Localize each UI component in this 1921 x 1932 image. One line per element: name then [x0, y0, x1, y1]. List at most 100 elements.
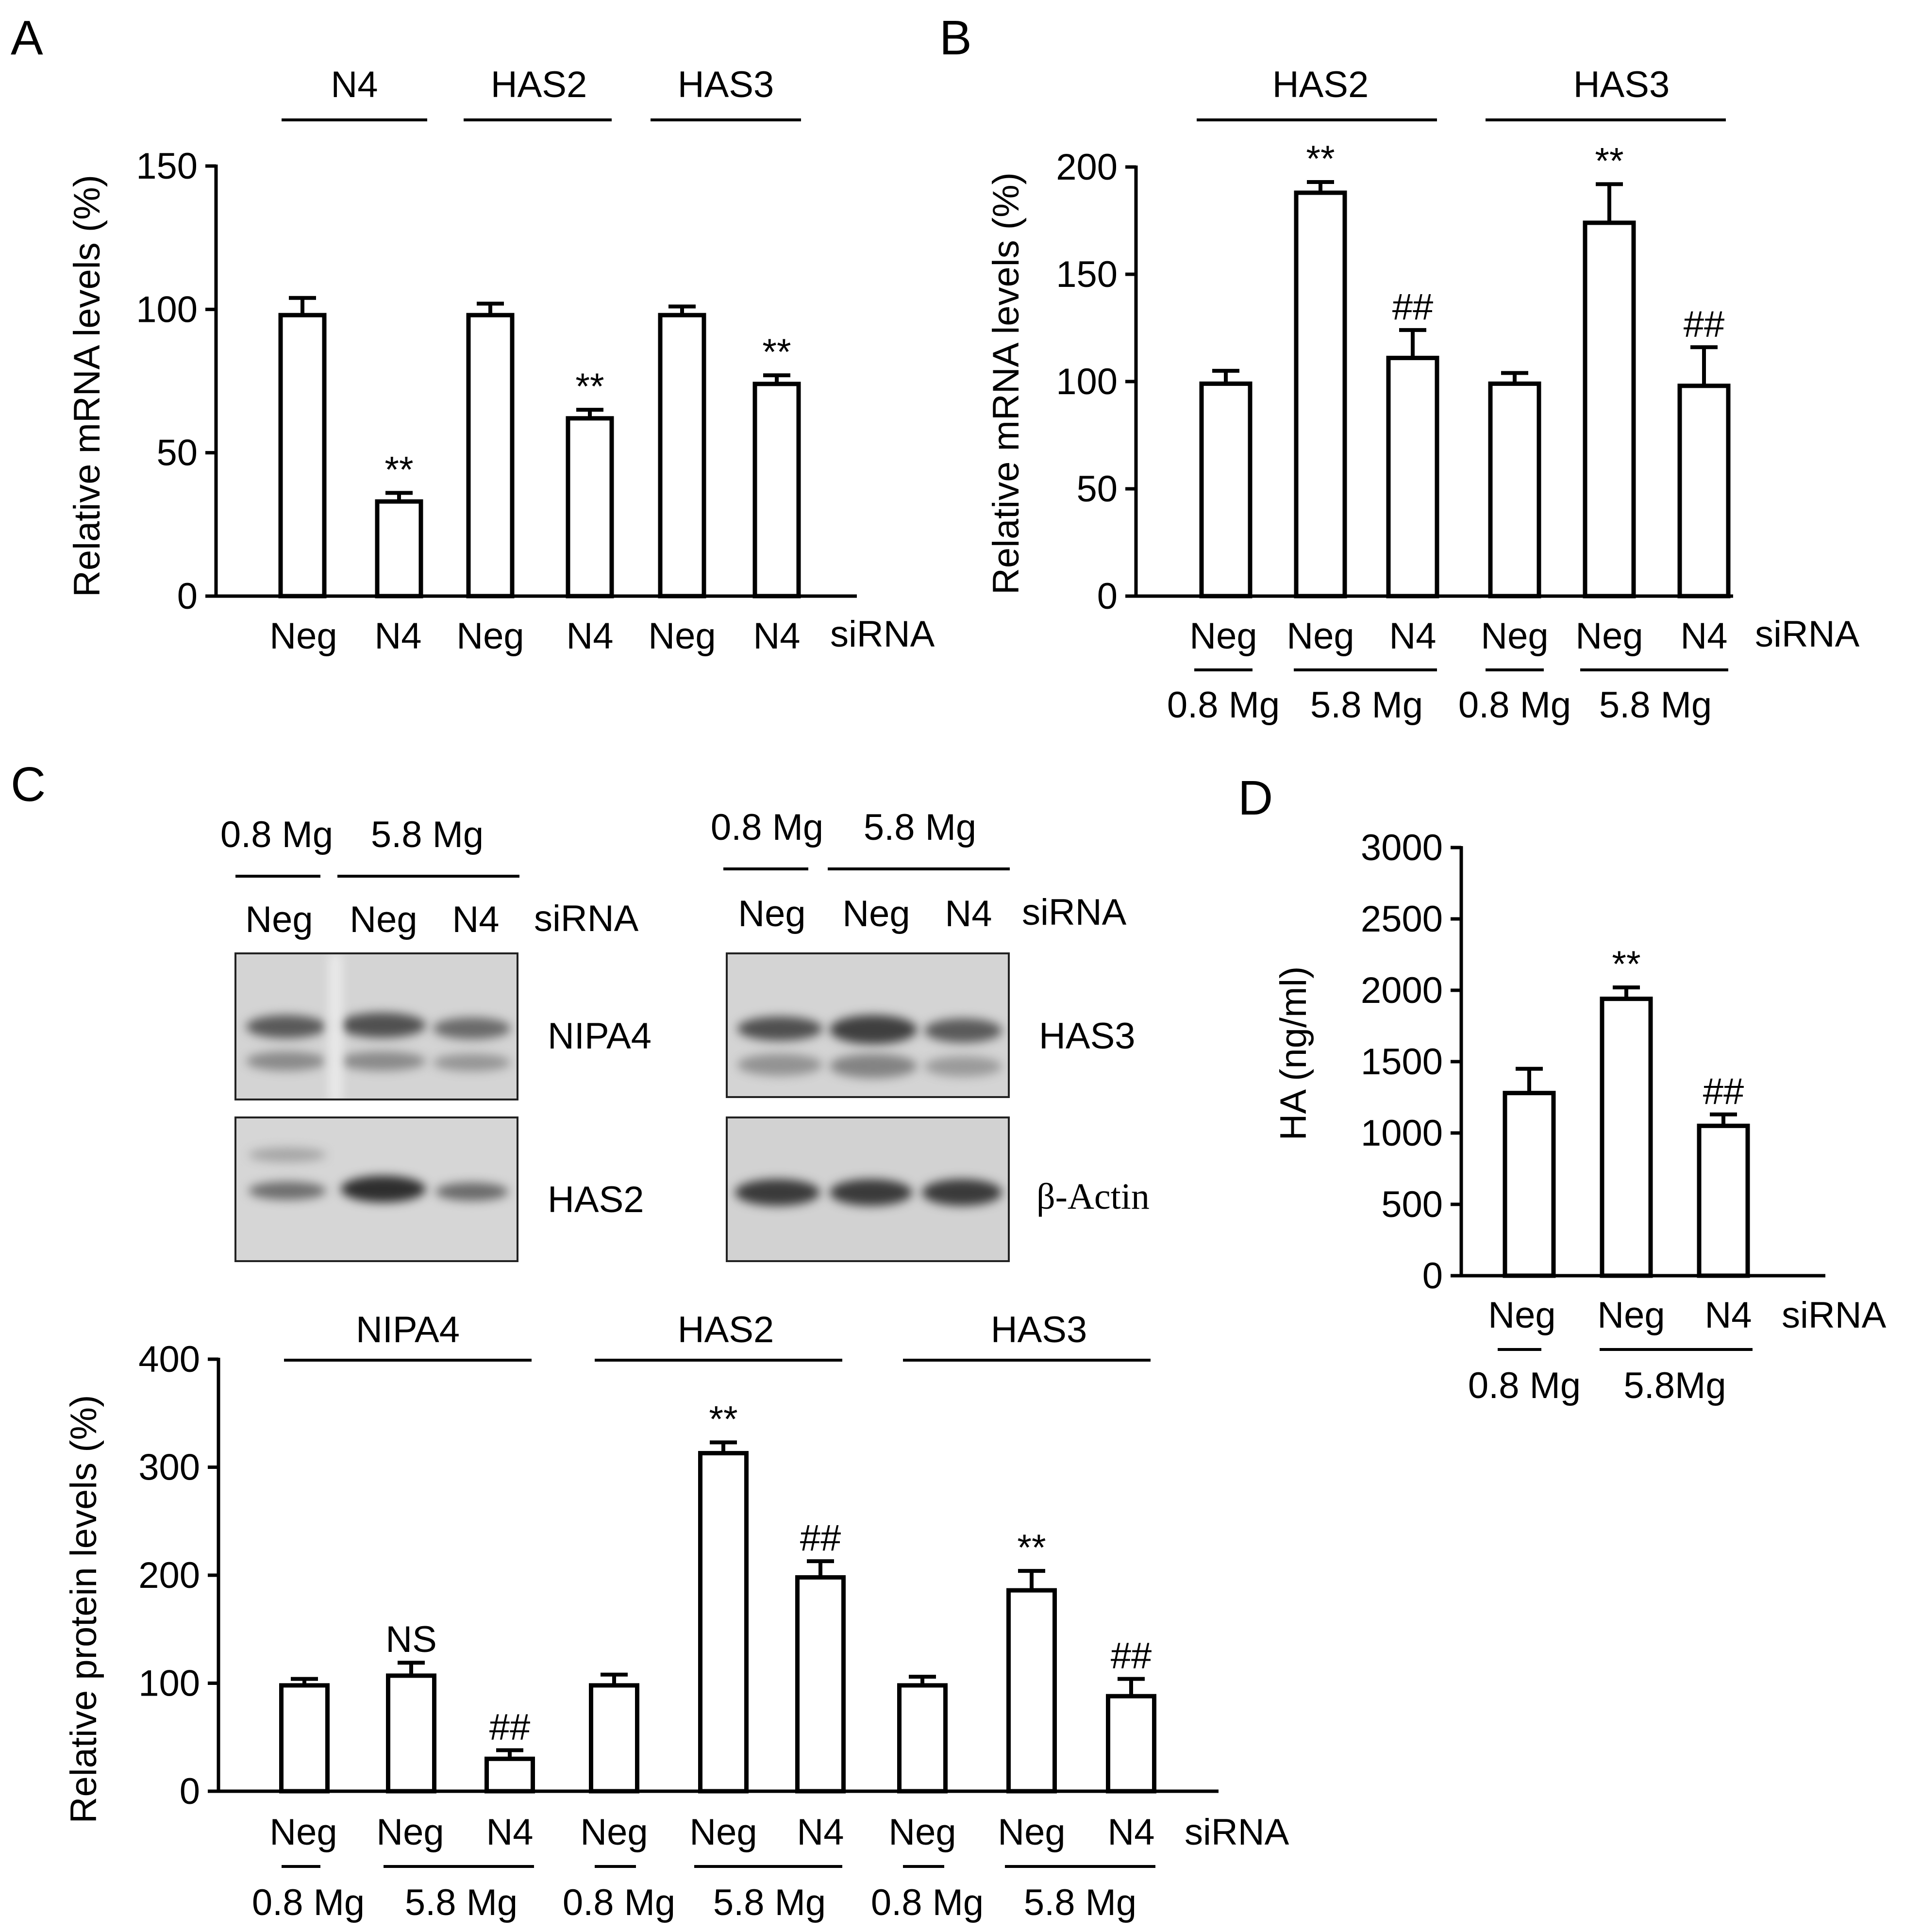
bar [386, 1673, 436, 1794]
chart-a: 0 50 100 150 ** ** ** [136, 146, 857, 617]
blot-band [735, 1179, 820, 1206]
y-tick-label: 2000 [1361, 970, 1443, 1011]
panel-c: C 0.8 Mg 5.8 Mg Neg Neg N4 siRNA NIPA4 H… [11, 757, 1289, 1923]
group-label: HAS2 [491, 64, 587, 105]
blot-label: HAS2 [548, 1179, 644, 1220]
mg-label: 5.8 Mg [713, 1882, 826, 1923]
significance-label: ## [1111, 1635, 1152, 1677]
sirna-label: N4 [566, 616, 613, 657]
sirna-label: Neg [998, 1812, 1065, 1853]
blot-band [246, 1051, 326, 1071]
bar [897, 1683, 948, 1794]
group-label: HAS3 [678, 64, 774, 105]
sirna-label: Neg [269, 1812, 337, 1853]
bar [1697, 1123, 1750, 1278]
significance-label: ## [1392, 286, 1434, 328]
significance-label: ** [575, 366, 604, 407]
bar [589, 1683, 639, 1794]
group-label: NIPA4 [356, 1309, 460, 1350]
blot-band [246, 1015, 326, 1038]
y-axis-label: HA (ng/ml) [1273, 966, 1314, 1141]
mg-label: 0.8 Mg [252, 1882, 365, 1923]
lane-label: Neg [738, 893, 805, 934]
sirna-row-label: siRNA [1185, 1812, 1289, 1853]
significance-label: ** [1017, 1527, 1046, 1568]
blot-band [329, 954, 342, 1099]
sirna-label: Neg [1189, 616, 1257, 657]
bar [1503, 1091, 1556, 1278]
y-tick-label: 100 [1056, 361, 1118, 402]
mg-label: 0.8 Mg [220, 814, 333, 855]
mg-label: 0.8 Mg [1167, 684, 1280, 726]
panel-letter: B [939, 11, 972, 65]
sirna-label: N4 [1107, 1812, 1154, 1853]
y-tick-label: 300 [138, 1447, 200, 1488]
bar [1600, 997, 1653, 1278]
bar [1106, 1694, 1156, 1794]
y-tick-label: 50 [156, 433, 198, 474]
mg-label: 5.8 Mg [1310, 684, 1423, 726]
bar [1294, 190, 1347, 599]
significance-label: ## [800, 1517, 841, 1559]
mg-label: 5.8 Mg [371, 814, 484, 855]
blot-band [249, 1182, 326, 1200]
mg-label: 0.8 Mg [871, 1882, 984, 1923]
blot-band [737, 1054, 822, 1076]
group-label: HAS3 [1573, 64, 1670, 105]
blot-band [830, 1054, 917, 1078]
blot-band [249, 1148, 326, 1162]
bar [466, 313, 515, 599]
bar [1199, 381, 1253, 599]
y-axis-label: Relative mRNA levels (%) [986, 172, 1027, 595]
sirna-row-label: siRNA [830, 614, 935, 655]
group-label: N4 [331, 64, 378, 105]
y-tick-label: 500 [1381, 1184, 1443, 1225]
group-label: HAS2 [1272, 64, 1369, 105]
blot-band [830, 1015, 917, 1044]
bar [566, 416, 614, 599]
lane-label: N4 [945, 893, 992, 934]
sirna-label: Neg [456, 616, 524, 657]
significance-label: ## [1684, 303, 1725, 345]
sirna-label: Neg [1481, 616, 1548, 657]
panel-a: A Relative mRNA levels (%) N4 HAS2 HAS3 … [11, 11, 935, 657]
mg-label: 5.8Mg [1623, 1365, 1726, 1406]
bar [658, 313, 706, 599]
bar [1488, 381, 1541, 599]
mg-label: 5.8 Mg [1599, 684, 1712, 726]
significance-label: ** [762, 332, 791, 373]
sirna-row-label: siRNA [1022, 892, 1127, 933]
sirna-label: Neg [888, 1812, 956, 1853]
blot-has2 [234, 1116, 518, 1262]
panel-letter: D [1238, 771, 1273, 825]
significance-label: ## [489, 1706, 531, 1748]
sirna-label: Neg [689, 1812, 757, 1853]
mg-label: 0.8 Mg [563, 1882, 675, 1923]
bar [698, 1451, 749, 1794]
y-tick-label: 0 [180, 1771, 200, 1812]
mg-label: 5.8 Mg [405, 1882, 518, 1923]
panel-b: B Relative mRNA levels (%) HAS2 HAS3 Neg… [939, 11, 1860, 726]
sirna-label: N4 [1704, 1295, 1752, 1336]
y-tick-label: 2500 [1361, 899, 1443, 940]
significance-label: ** [384, 449, 413, 490]
panel-d: D HA (ng/ml) Neg Neg N4 siRNA 0.8 Mg 5.8… [1238, 771, 1887, 1406]
blot-band [433, 1054, 511, 1071]
blot-label: NIPA4 [548, 1016, 651, 1057]
sirna-label: N4 [1680, 616, 1727, 657]
blot-band [830, 1179, 912, 1206]
y-axis-label: Relative mRNA levels (%) [67, 175, 108, 597]
bar [795, 1575, 846, 1794]
y-tick-label: 100 [136, 289, 198, 330]
blot-has3 [726, 952, 1010, 1098]
blot-band [737, 1016, 822, 1041]
panel-letter: C [11, 757, 46, 812]
significance-label: NS [385, 1619, 437, 1660]
blot-label: HAS3 [1039, 1016, 1136, 1057]
chart-c: 0 100 200 300 400 NS ## ** ## ** ## [138, 1339, 1219, 1812]
significance-label: ** [1306, 138, 1335, 180]
lane-label: Neg [350, 899, 417, 940]
mg-label: 0.8 Mg [1468, 1365, 1581, 1406]
significance-label: ** [1595, 140, 1623, 182]
blot-band [433, 1017, 511, 1039]
